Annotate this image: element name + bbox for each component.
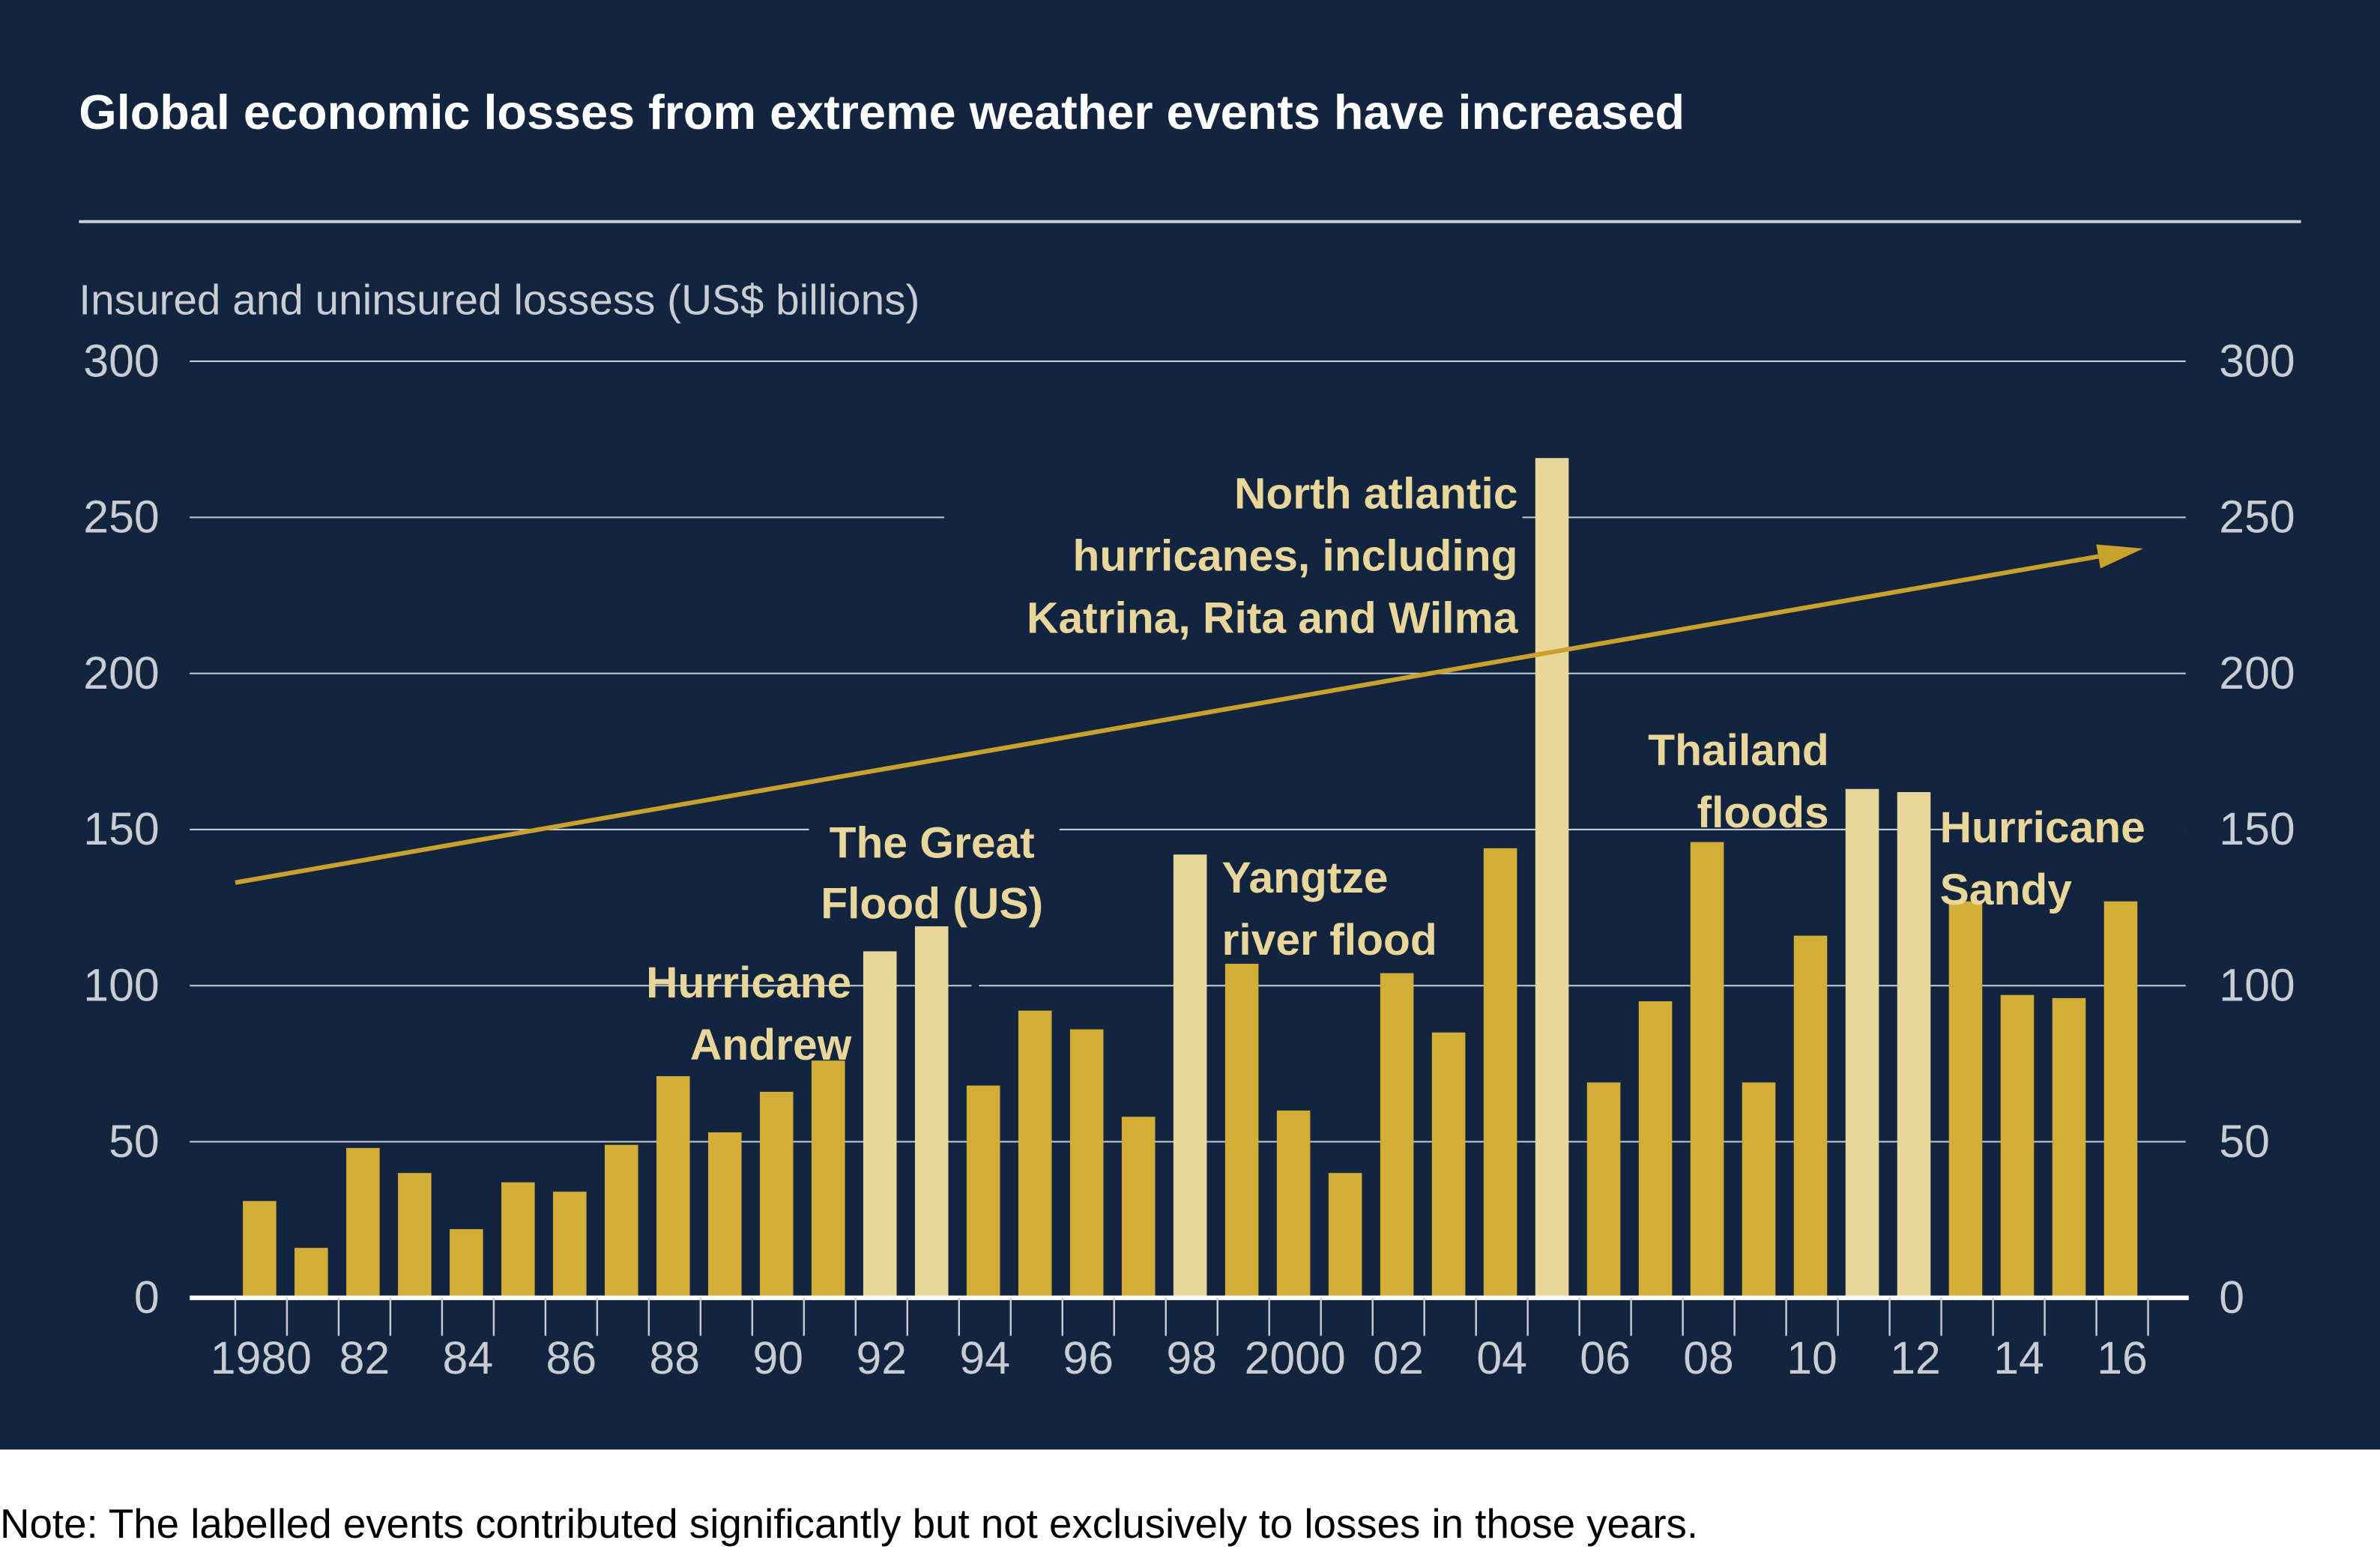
footnote: Note: The labelled events contributed si… bbox=[0, 1500, 1698, 1547]
annotation-2011: Thailand bbox=[1648, 726, 1828, 775]
x-tick-label: 94 bbox=[959, 1332, 1010, 1383]
x-tick-label: 96 bbox=[1063, 1332, 1114, 1383]
bar-2016 bbox=[2103, 901, 2138, 1298]
bar-1992 bbox=[863, 951, 897, 1298]
bar-1986 bbox=[553, 1192, 587, 1298]
annotation-2011: floods bbox=[1697, 788, 1829, 837]
y-tick-label-left: 0 bbox=[134, 1272, 160, 1323]
x-tick-label: 14 bbox=[1993, 1332, 2044, 1383]
x-tick-label: 88 bbox=[650, 1332, 701, 1383]
x-tick-label: 02 bbox=[1373, 1332, 1424, 1383]
bar-2010 bbox=[1793, 935, 1828, 1298]
y-axis-label: Insured and uninsured lossess (US$ billi… bbox=[79, 277, 919, 324]
x-tick-label: 04 bbox=[1476, 1332, 1527, 1383]
bar-1998 bbox=[1173, 854, 1207, 1298]
bar-2009 bbox=[1742, 1082, 1776, 1298]
x-tick-label: 1980 bbox=[211, 1332, 312, 1383]
bar-1981 bbox=[295, 1248, 328, 1298]
bar-2001 bbox=[1328, 1173, 1362, 1298]
bar-2014 bbox=[2000, 994, 2035, 1298]
bar-1988 bbox=[656, 1076, 690, 1298]
bar-2004 bbox=[1483, 848, 1517, 1298]
y-tick-label-right: 300 bbox=[2219, 335, 2295, 386]
annotation-1992: Andrew bbox=[690, 1021, 852, 1069]
annotation-1993: The Great bbox=[830, 818, 1035, 867]
bar-1993 bbox=[914, 926, 949, 1298]
x-tick-label: 06 bbox=[1580, 1332, 1631, 1383]
annotation-knockout bbox=[1942, 824, 2186, 835]
bar-1987 bbox=[605, 1144, 638, 1298]
bar-1982 bbox=[346, 1147, 380, 1298]
y-tick-label-right: 0 bbox=[2219, 1272, 2244, 1323]
y-tick-label-left: 250 bbox=[83, 492, 159, 543]
y-tick-label-left: 150 bbox=[83, 803, 159, 854]
y-tick-label-left: 300 bbox=[83, 335, 159, 386]
bar-1983 bbox=[398, 1173, 432, 1298]
y-tick-label-left: 200 bbox=[83, 647, 159, 698]
bar-1996 bbox=[1069, 1029, 1104, 1298]
annotation-1998: river flood bbox=[1222, 916, 1437, 964]
bar-1995 bbox=[1018, 1010, 1052, 1298]
x-tick-label: 84 bbox=[443, 1332, 494, 1383]
annotation-1992: Hurricane bbox=[646, 958, 851, 1007]
annotation-2005: Katrina, Rita and Wilma bbox=[1027, 594, 1519, 643]
bar-1990 bbox=[759, 1091, 794, 1298]
bar-1989 bbox=[707, 1132, 742, 1298]
bar-2013 bbox=[1948, 901, 1983, 1298]
bar-1994 bbox=[966, 1085, 1000, 1298]
bar-1997 bbox=[1121, 1117, 1156, 1298]
bar-2015 bbox=[2052, 997, 2086, 1298]
x-tick-label: 82 bbox=[339, 1332, 390, 1383]
annotation-knockout bbox=[943, 513, 1523, 522]
y-tick-label-left: 50 bbox=[109, 1116, 160, 1167]
x-tick-label: 16 bbox=[2097, 1332, 2148, 1383]
bar-2005 bbox=[1535, 458, 1569, 1298]
bar-2006 bbox=[1586, 1082, 1621, 1298]
y-tick-label-left: 100 bbox=[83, 959, 159, 1010]
trend-line bbox=[235, 544, 2144, 885]
bar-2011 bbox=[1845, 788, 1879, 1298]
annotation-knockout bbox=[971, 981, 979, 991]
y-tick-label-right: 100 bbox=[2219, 959, 2295, 1010]
annotation-2005: North atlantic bbox=[1234, 470, 1518, 519]
bar-1980 bbox=[243, 1201, 277, 1298]
y-tick-label-right: 200 bbox=[2219, 647, 2295, 698]
x-tick-label: 90 bbox=[752, 1332, 803, 1383]
bar-2003 bbox=[1431, 1032, 1466, 1298]
x-tick-label: 98 bbox=[1166, 1332, 1217, 1383]
trend-line-segment bbox=[235, 554, 2099, 885]
x-tick-label: 86 bbox=[546, 1332, 597, 1383]
chart-title: Global economic losses from extreme weat… bbox=[79, 85, 1685, 139]
annotation-knockout bbox=[809, 824, 1060, 835]
note-background bbox=[0, 1449, 2380, 1558]
annotation-2005: hurricanes, including bbox=[1073, 532, 1518, 581]
bar-2000 bbox=[1276, 1110, 1311, 1298]
x-tick-label: 08 bbox=[1683, 1332, 1734, 1383]
bar-2012 bbox=[1897, 791, 1931, 1298]
x-tick-label: 2000 bbox=[1245, 1332, 1346, 1383]
bars bbox=[243, 458, 2138, 1298]
bar-2008 bbox=[1690, 842, 1724, 1298]
annotation-2012: Hurricane bbox=[1940, 803, 2145, 852]
y-tick-label-right: 50 bbox=[2219, 1116, 2270, 1167]
bar-2002 bbox=[1380, 973, 1414, 1298]
bar-1999 bbox=[1224, 964, 1259, 1298]
bar-2007 bbox=[1638, 1001, 1673, 1298]
x-tick-label: 12 bbox=[1890, 1332, 1941, 1383]
y-tick-label-right: 150 bbox=[2219, 803, 2295, 854]
bar-1984 bbox=[450, 1229, 483, 1298]
annotation-1993: Flood (US) bbox=[821, 879, 1043, 928]
x-tick-label: 10 bbox=[1786, 1332, 1837, 1383]
x-tick-label: 92 bbox=[856, 1332, 907, 1383]
trend-arrow-head bbox=[2096, 544, 2144, 569]
annotation-1998: Yangtze bbox=[1222, 854, 1389, 902]
bar-1991 bbox=[811, 1060, 845, 1298]
annotations: Hurricane Andrew The Great Flood (US) Yangtz… bbox=[646, 470, 2186, 1069]
y-tick-label-right: 250 bbox=[2219, 492, 2295, 543]
annotation-2012: Sandy bbox=[1940, 866, 2073, 914]
x-axis: 1980 82 84 86 88 90 92 94 96 98 2000 02 04 06 08 10 12 14… bbox=[190, 1295, 2189, 1383]
bar-1985 bbox=[501, 1182, 535, 1298]
